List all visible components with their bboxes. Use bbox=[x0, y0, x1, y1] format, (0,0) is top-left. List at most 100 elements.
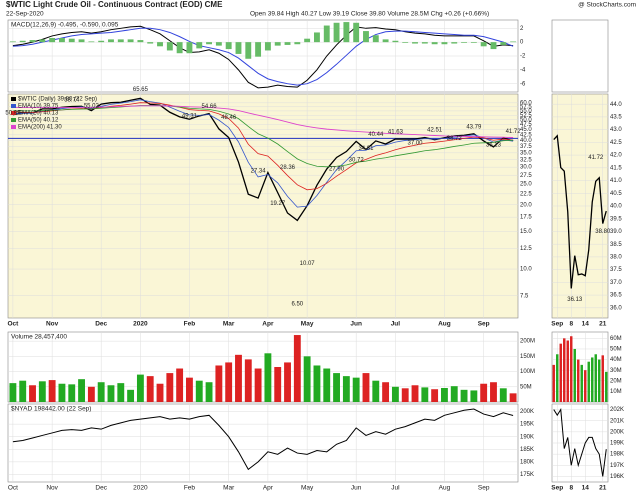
histogram-bar bbox=[264, 42, 271, 51]
histogram-bar bbox=[59, 38, 65, 43]
x-tick-label: Oct bbox=[7, 321, 19, 328]
y-tick-label: 52.5 bbox=[520, 113, 532, 119]
y-tick-label: 200M bbox=[520, 339, 535, 345]
histogram-bar bbox=[500, 42, 507, 45]
price-annotation: 40.44 bbox=[368, 132, 384, 138]
volume-bar bbox=[29, 385, 36, 402]
price-annotation: 36.13 bbox=[567, 297, 583, 303]
volume-bar bbox=[480, 383, 488, 402]
y-tick-label: 60.0 bbox=[520, 100, 532, 106]
histogram-bar bbox=[510, 41, 517, 43]
histogram-bar bbox=[19, 40, 26, 43]
panel-title: $NYAD 198442.00 (22 Sep) bbox=[11, 406, 91, 413]
histogram-bar bbox=[245, 42, 252, 59]
volume-bar bbox=[352, 377, 360, 402]
y-tick-label: 43.0 bbox=[610, 127, 622, 133]
x-tick-label: 21 bbox=[599, 485, 607, 492]
y-tick-label: 15.0 bbox=[520, 229, 532, 235]
volume-bar bbox=[254, 368, 262, 402]
x-tick-label: May bbox=[301, 321, 314, 328]
volume-bar bbox=[594, 354, 597, 402]
y-tick-label: 10.0 bbox=[520, 267, 532, 273]
volume-bar bbox=[284, 362, 291, 402]
histogram-bar bbox=[304, 38, 311, 43]
volume-bar bbox=[460, 389, 468, 402]
series-line bbox=[12, 25, 514, 89]
series-line bbox=[12, 27, 514, 86]
histogram-bar bbox=[186, 42, 193, 54]
volume-bar bbox=[136, 374, 144, 402]
volume-bar bbox=[48, 380, 56, 402]
x-tick-label: Sep bbox=[478, 485, 490, 492]
volume-bar bbox=[382, 382, 390, 402]
volume-bar bbox=[166, 373, 174, 402]
y-tick-label: 60M bbox=[610, 336, 622, 342]
histogram-bar bbox=[176, 42, 183, 54]
y-tick-label: 57.5 bbox=[520, 104, 532, 110]
y-tick-label: 100M bbox=[520, 369, 535, 375]
histogram-bar bbox=[137, 40, 144, 43]
x-tick-label: Aug bbox=[438, 321, 451, 328]
y-tick-label: 27.5 bbox=[520, 173, 532, 179]
volume-bar bbox=[264, 353, 272, 402]
volume-bar bbox=[587, 361, 590, 402]
legend-label: EMA(10) 39.75 bbox=[18, 104, 59, 110]
panel-frame bbox=[7, 403, 519, 483]
x-tick-label: Jun bbox=[351, 485, 362, 492]
y-tick-label: 197K bbox=[610, 463, 624, 469]
histogram-bar bbox=[284, 42, 291, 45]
volume-bar bbox=[146, 376, 154, 402]
volume-bar bbox=[274, 367, 282, 402]
histogram-bar bbox=[88, 41, 95, 43]
histogram-bar bbox=[78, 39, 85, 43]
y-tick-label: 180K bbox=[520, 459, 534, 465]
y-tick-label: 37.0 bbox=[610, 280, 622, 286]
volume-bar bbox=[333, 373, 340, 402]
y-tick-label: 2 bbox=[520, 26, 524, 32]
price-annotation: 30.72 bbox=[349, 158, 365, 164]
panel-title: MACD(12,26,9) -0.495, -0.590, 0.095 bbox=[11, 22, 119, 29]
volume-bar bbox=[411, 385, 419, 402]
y-tick-label: 7.5 bbox=[520, 293, 529, 299]
series-line bbox=[12, 105, 514, 138]
histogram-bar bbox=[412, 42, 418, 44]
histogram-bar bbox=[196, 42, 203, 49]
y-tick-label: 38.5 bbox=[610, 242, 622, 248]
histogram-bar bbox=[431, 42, 438, 45]
legend-label: EMA(20) 40.13 bbox=[18, 111, 59, 117]
histogram-bar bbox=[353, 22, 360, 43]
price-annotation: 65.65 bbox=[133, 87, 149, 93]
volume-bar bbox=[391, 386, 399, 402]
volume-bar bbox=[577, 359, 580, 402]
price-annotation: 54.66 bbox=[202, 104, 218, 110]
x-tick-label: Jul bbox=[391, 485, 400, 492]
volume-bar bbox=[117, 383, 125, 402]
y-tick-label: 50M bbox=[520, 384, 532, 390]
y-tick-label: 35.0 bbox=[520, 150, 532, 156]
panel-frame bbox=[7, 93, 519, 319]
volume-bar bbox=[566, 340, 569, 402]
histogram-bar bbox=[215, 42, 222, 46]
x-tick-label: 21 bbox=[599, 321, 607, 328]
series-line bbox=[12, 408, 514, 471]
y-tick-label: 190K bbox=[520, 434, 534, 440]
volume-bar bbox=[186, 377, 193, 402]
y-tick-label: 20M bbox=[610, 378, 622, 384]
price-annotation: 28.36 bbox=[280, 165, 296, 171]
histogram-bar bbox=[451, 42, 458, 44]
x-tick-label: Sep bbox=[551, 485, 563, 492]
y-tick-label: 199K bbox=[610, 441, 624, 447]
histogram-bar bbox=[470, 42, 477, 43]
x-tick-label: Sep bbox=[551, 321, 563, 328]
histogram-bar bbox=[372, 35, 379, 43]
volume-bar bbox=[303, 356, 311, 402]
volume-bar bbox=[431, 389, 439, 402]
histogram-bar bbox=[166, 42, 173, 51]
y-tick-label: 40M bbox=[610, 357, 622, 363]
y-tick-label: 42.5 bbox=[610, 140, 622, 146]
histogram-bar bbox=[294, 42, 301, 45]
volume-bar bbox=[559, 343, 562, 402]
volume-bar bbox=[205, 382, 213, 402]
histogram-bar bbox=[382, 39, 389, 43]
volume-bar bbox=[441, 388, 448, 402]
